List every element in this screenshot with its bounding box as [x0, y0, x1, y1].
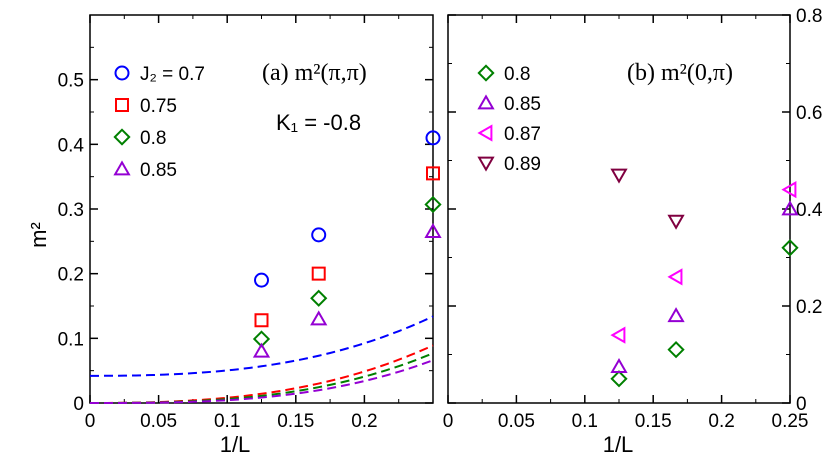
data-point	[667, 214, 685, 230]
y-tick-label: 0.2	[796, 297, 822, 318]
data-point	[310, 289, 328, 307]
legend-marker	[114, 65, 130, 81]
y-tick-label: 0.1	[58, 329, 84, 350]
panel-a-fit-lines	[90, 315, 434, 404]
data-point	[781, 200, 799, 216]
legend-label: 0.75	[140, 96, 177, 117]
data-point	[610, 168, 628, 184]
y-tick-label: 0	[796, 394, 807, 415]
panel-a: (a) m²(π,π) K₁ = -0.8 1/L m² 0 0.05 0.1 0.1…	[26, 14, 442, 457]
y-tick-label: 0.6	[796, 103, 822, 124]
data-point	[425, 130, 441, 146]
y-tick-label: 0.4	[58, 135, 85, 156]
legend-marker	[115, 98, 129, 112]
y-tick-label: 0	[73, 394, 84, 415]
data-point	[667, 268, 683, 286]
data-point	[610, 326, 626, 344]
y-tick-label: 0.5	[58, 71, 84, 92]
fit-line	[90, 359, 434, 404]
x-tick-label: 0.05	[498, 411, 535, 432]
legend-label: 0.87	[504, 124, 541, 145]
x-tick-label: 0.15	[277, 411, 314, 432]
legend-label: 0.89	[504, 154, 541, 175]
data-point	[311, 266, 326, 281]
x-tick-label: 0	[443, 411, 454, 432]
data-point	[254, 272, 269, 288]
legend-label: 0.85	[504, 94, 541, 115]
legend-label: 0.85	[140, 160, 177, 181]
data-point	[254, 313, 269, 328]
y-tick-label: 0.4	[796, 200, 823, 221]
data-point	[667, 307, 685, 323]
data-point	[781, 180, 797, 199]
panel-a-markers	[252, 130, 442, 358]
legend-label: 0.8	[140, 128, 166, 149]
fit-line	[90, 352, 434, 404]
legend-marker	[113, 128, 131, 146]
data-point	[424, 195, 442, 214]
panel-b-title: (b) m²(0,π)	[627, 60, 733, 86]
panel-a-annotation: K₁ = -0.8	[276, 110, 361, 135]
legend-label: 0.8	[504, 64, 530, 85]
panel-a-title: (a) m²(π,π)	[262, 60, 367, 86]
data-point	[610, 370, 628, 388]
y-tick-label: 0.2	[58, 265, 84, 286]
x-tick-label: 0.2	[351, 411, 377, 432]
panel-a-legend: J₂ = 0.7 0.75 0.8 0.85	[113, 64, 205, 181]
legend-marker	[477, 156, 495, 172]
x-tick-label: 0.25	[772, 411, 809, 432]
x-tick-label: 0.15	[635, 411, 672, 432]
data-point	[667, 341, 685, 359]
data-point	[424, 223, 442, 239]
y-tick-label: 0.3	[58, 200, 84, 221]
data-point	[610, 358, 628, 374]
data-point	[426, 166, 440, 181]
panel-b-legend: 0.8 0.85 0.87 0.89	[477, 64, 541, 175]
panel-b: (b) m²(0,π) 1/L 0 0.05 0.1 0.15 0.2 0.2500.20…	[443, 6, 823, 457]
legend-marker	[477, 124, 493, 142]
panel-b-markers	[610, 168, 799, 388]
legend-label: J₂ = 0.7	[140, 64, 205, 85]
x-tick-label: 0.2	[708, 411, 734, 432]
legend-marker	[113, 160, 131, 176]
panel-a-ylabel: m²	[26, 222, 51, 248]
data-point	[252, 342, 271, 358]
data-point	[781, 239, 799, 257]
panel-a-xlabel: 1/L	[220, 432, 251, 457]
panel-b-frame	[447, 14, 791, 404]
y-tick-label: 0.8	[796, 6, 822, 27]
panel-b-xlabel: 1/L	[603, 432, 634, 457]
legend-marker	[477, 64, 495, 82]
data-point	[311, 227, 327, 243]
x-tick-label: 0.05	[140, 411, 177, 432]
legend-marker	[477, 94, 495, 110]
fit-line	[90, 344, 434, 404]
x-tick-label: 0.1	[572, 411, 598, 432]
data-point	[310, 310, 328, 326]
x-tick-label: 0	[85, 411, 96, 432]
x-tick-label: 0.1	[214, 411, 240, 432]
fit-line	[90, 315, 434, 377]
panel-a-ticks: 0 0.05 0.1 0.15 0.2 0 0.1 0.2 0.3 0.4 0.5	[58, 15, 433, 432]
